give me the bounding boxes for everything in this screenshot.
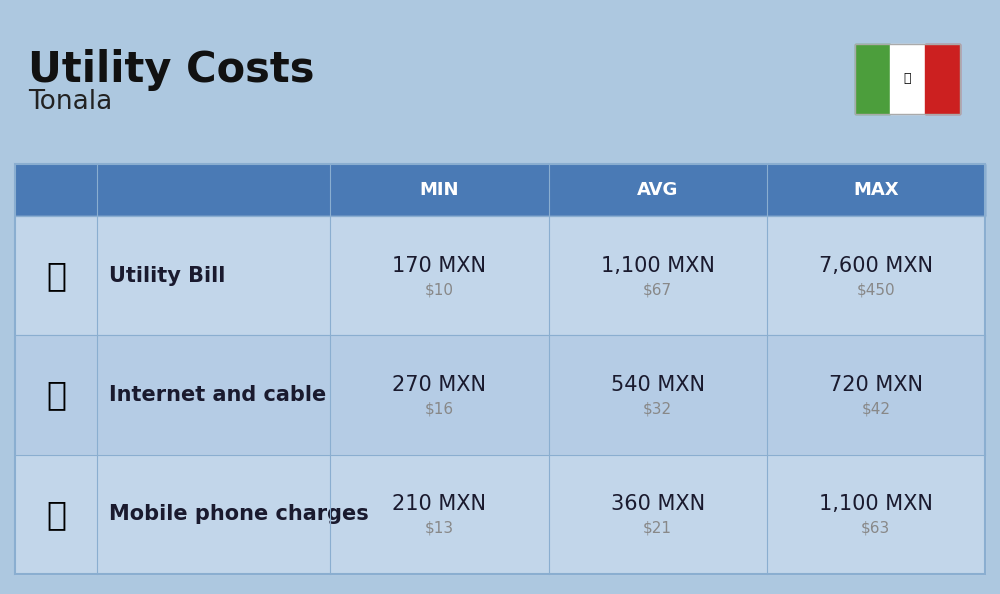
Text: $16: $16 <box>425 402 454 416</box>
Text: 540 MXN: 540 MXN <box>611 375 705 395</box>
Text: MAX: MAX <box>853 181 899 199</box>
Text: $67: $67 <box>643 282 672 297</box>
Text: 1,100 MXN: 1,100 MXN <box>819 494 933 514</box>
Bar <box>890 44 925 114</box>
Bar <box>15 336 985 454</box>
Text: Tonala: Tonala <box>28 89 112 115</box>
Text: 🦅: 🦅 <box>904 72 911 86</box>
Text: $21: $21 <box>643 521 672 536</box>
Bar <box>15 216 985 336</box>
Text: Internet and cable: Internet and cable <box>109 385 327 405</box>
Bar <box>855 44 960 114</box>
Text: AVG: AVG <box>637 181 678 199</box>
Bar <box>15 454 985 574</box>
Bar <box>855 44 890 114</box>
Text: 210 MXN: 210 MXN <box>392 494 486 514</box>
Text: 170 MXN: 170 MXN <box>392 255 486 276</box>
Text: 270 MXN: 270 MXN <box>392 375 486 395</box>
Text: 📱: 📱 <box>46 498 66 531</box>
Text: 🔧: 🔧 <box>46 259 66 292</box>
Text: 360 MXN: 360 MXN <box>611 494 705 514</box>
Text: 7,600 MXN: 7,600 MXN <box>819 255 933 276</box>
Text: $42: $42 <box>861 402 890 416</box>
Bar <box>15 164 985 216</box>
Text: 720 MXN: 720 MXN <box>829 375 923 395</box>
Text: 📶: 📶 <box>46 378 66 412</box>
Text: Utility Costs: Utility Costs <box>28 49 314 91</box>
Text: Utility Bill: Utility Bill <box>109 266 226 286</box>
Text: 1,100 MXN: 1,100 MXN <box>601 255 715 276</box>
Text: $10: $10 <box>425 282 454 297</box>
Bar <box>15 164 985 574</box>
Text: MIN: MIN <box>420 181 459 199</box>
Text: $63: $63 <box>861 521 891 536</box>
Text: $32: $32 <box>643 402 672 416</box>
Text: $450: $450 <box>857 282 895 297</box>
Text: $13: $13 <box>425 521 454 536</box>
Text: Mobile phone charges: Mobile phone charges <box>109 504 369 525</box>
Bar <box>925 44 960 114</box>
